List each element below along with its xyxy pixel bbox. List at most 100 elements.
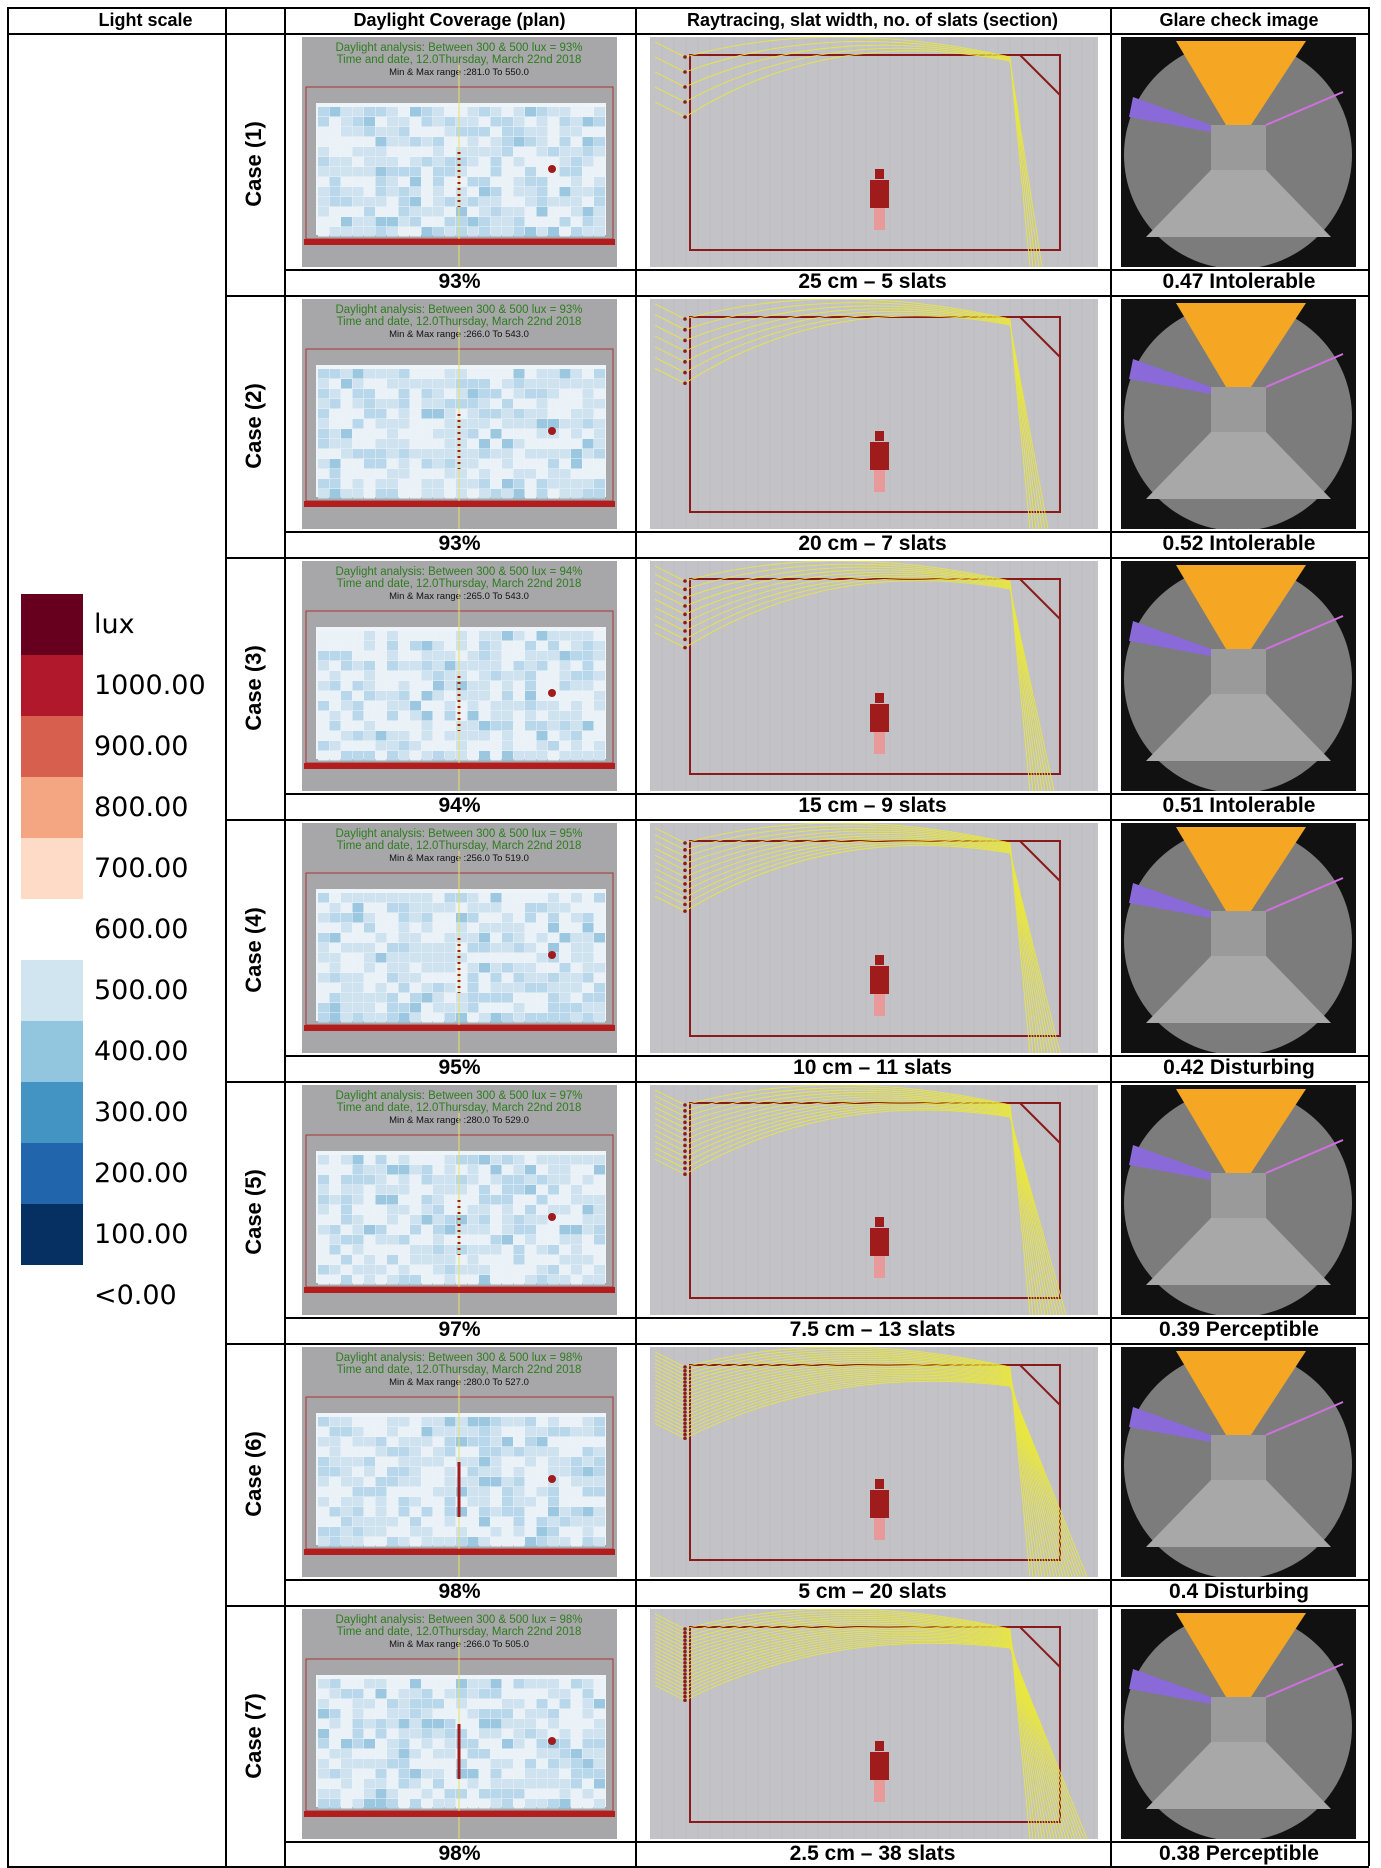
slat [683, 1172, 687, 1176]
plan-cell [525, 1205, 536, 1215]
plan-cell [502, 1003, 513, 1013]
plan-cell [399, 157, 410, 167]
plan-cell [376, 1477, 387, 1487]
plan-cell [491, 1497, 502, 1507]
plan-cell [479, 1245, 490, 1255]
plan-cell [548, 1467, 559, 1477]
plan-cell [422, 1699, 433, 1709]
slat [683, 613, 687, 617]
plan-cell [491, 207, 502, 217]
plan-cell [468, 1699, 479, 1709]
plan-cell [560, 641, 571, 651]
plan-cell [548, 117, 559, 127]
plan-cell [514, 953, 525, 963]
plan-cell [560, 1417, 571, 1427]
plan-cell [502, 137, 513, 147]
plan-cell [537, 127, 548, 137]
plan-cell [341, 1265, 352, 1275]
plan-cell [353, 1215, 364, 1225]
table-rule [225, 819, 1368, 821]
plan-cell [491, 711, 502, 721]
plan-cell [514, 439, 525, 449]
plan-cell [456, 661, 467, 671]
plan-cell [330, 227, 341, 237]
plan-cell [353, 167, 364, 177]
plan-cell [594, 1517, 605, 1527]
plan-cell [548, 107, 559, 117]
plan-cell [491, 1537, 502, 1547]
plan-cell [445, 1245, 456, 1255]
plan-text: Daylight analysis: Between 300 & 500 lux… [335, 1090, 582, 1102]
plan-cell [410, 1729, 421, 1739]
plan-cell [410, 711, 421, 721]
plan-cell [537, 1689, 548, 1699]
plan-cell [445, 953, 456, 963]
legend-label: 100.00 [94, 1204, 219, 1265]
plan-cell [537, 1013, 548, 1023]
plan-cell [341, 439, 352, 449]
slats-caption: 7.5 cm – 13 slats [635, 1317, 1110, 1343]
header-cell: Glare check image [1110, 7, 1368, 33]
plan-cell [514, 1769, 525, 1779]
plan-cell [491, 217, 502, 227]
plan-cell [571, 903, 582, 913]
plan-cell [433, 157, 444, 167]
plan-cell [376, 1679, 387, 1689]
slat [683, 381, 687, 385]
plan-cell [560, 691, 571, 701]
plan-cell [445, 893, 456, 903]
plan-cell [502, 691, 513, 701]
plan-cell [387, 399, 398, 409]
plan-cell [514, 1729, 525, 1739]
plan-cell [594, 1527, 605, 1537]
plan-cell [399, 1427, 410, 1437]
plan-cell [468, 399, 479, 409]
plan-cell [583, 429, 594, 439]
plan-cell [525, 1215, 536, 1225]
plan-cell [468, 147, 479, 157]
plan-cell [330, 913, 341, 923]
plan-cell [525, 207, 536, 217]
plan-cell [399, 701, 410, 711]
plan-cell [525, 953, 536, 963]
plan-cell [537, 1779, 548, 1789]
plan-cell [479, 419, 490, 429]
plan-cell [364, 721, 375, 731]
plan-cell [422, 1235, 433, 1245]
plan-cell [364, 1709, 375, 1719]
plan-cell [491, 631, 502, 641]
plan-cell [410, 1437, 421, 1447]
plan-cell [456, 731, 467, 741]
table-rule [1368, 7, 1370, 1866]
plan-cell [491, 1155, 502, 1165]
glare-caption: 0.42 Disturbing [1110, 1055, 1368, 1081]
plan-cell [468, 1779, 479, 1789]
plan-cell [422, 651, 433, 661]
slat [683, 646, 687, 650]
plan-cell [422, 1155, 433, 1165]
plan-cell [341, 227, 352, 237]
plan-cell [422, 1537, 433, 1547]
plan-cell [353, 671, 364, 681]
plan-cell [387, 147, 398, 157]
plan-cell [318, 953, 329, 963]
slat [683, 1695, 687, 1699]
plan-cell [445, 1699, 456, 1709]
plan-cell [376, 489, 387, 499]
plan-cell [560, 993, 571, 1003]
plan-cell [525, 1195, 536, 1205]
plan-cell [387, 137, 398, 147]
plan-cell [341, 973, 352, 983]
plan-cell [456, 379, 467, 389]
plan-cell [330, 449, 341, 459]
person-head [875, 431, 884, 441]
plan-cell [433, 953, 444, 963]
plan-cell [410, 107, 421, 117]
plan-cell [548, 731, 559, 741]
plan-cell [410, 1477, 421, 1487]
plan-cell [525, 1739, 536, 1749]
plan-cell [387, 1699, 398, 1709]
plan-cell [376, 1739, 387, 1749]
plan-cell [514, 1205, 525, 1215]
plan-cell [502, 1769, 513, 1779]
